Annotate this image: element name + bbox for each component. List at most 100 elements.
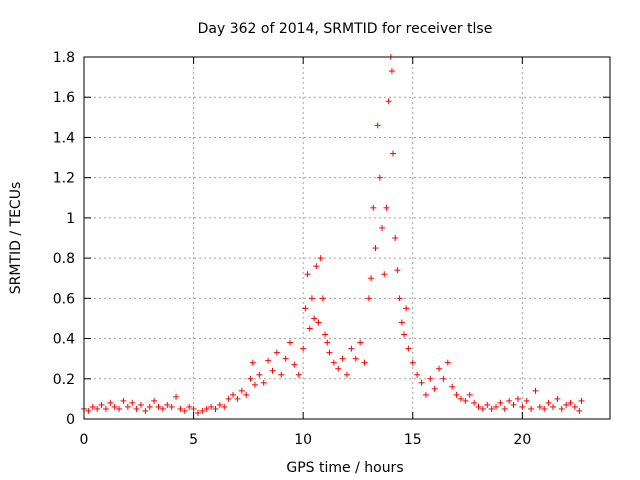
x-axis-ticks: 0 5 10 15 20 — [80, 57, 531, 448]
data-point — [506, 397, 513, 404]
data-point — [177, 405, 184, 412]
data-point — [361, 359, 368, 366]
data-point — [234, 395, 241, 402]
data-point — [357, 339, 364, 346]
y-tick-label: 0.8 — [53, 251, 75, 267]
y-tick-label: 1.8 — [53, 50, 75, 66]
x-axis-label: GPS time / hours — [286, 460, 403, 476]
data-point — [436, 365, 443, 372]
data-point — [243, 391, 250, 398]
data-point — [98, 401, 105, 408]
data-point — [89, 403, 96, 410]
data-point — [225, 395, 232, 402]
data-point — [440, 375, 447, 382]
data-point — [313, 263, 320, 270]
data-point — [194, 409, 201, 416]
data-point — [302, 305, 309, 312]
data-point — [381, 271, 388, 278]
data-point — [422, 391, 429, 398]
data-point — [260, 379, 267, 386]
data-point — [107, 399, 114, 406]
data-point — [142, 407, 149, 414]
data-point — [85, 407, 92, 414]
data-point — [567, 399, 574, 406]
data-point — [352, 355, 359, 362]
data-point — [306, 325, 313, 332]
data-point — [230, 391, 237, 398]
data-point — [374, 122, 381, 129]
data-point — [365, 295, 372, 302]
data-point — [251, 381, 258, 388]
data-point — [173, 393, 180, 400]
data-point — [501, 405, 508, 412]
data-point — [368, 275, 375, 282]
data-point — [282, 355, 289, 362]
data-point — [475, 403, 482, 410]
y-axis-ticks: 0 0.2 0.4 0.6 0.8 1 1.2 1.4 1.6 1.8 — [53, 50, 610, 428]
data-point — [370, 204, 377, 211]
data-point — [405, 345, 412, 352]
data-point — [146, 403, 153, 410]
data-point — [247, 375, 254, 382]
data-point — [541, 405, 548, 412]
data-point — [385, 98, 392, 105]
data-point — [311, 315, 318, 322]
data-point — [304, 271, 311, 278]
data-point — [418, 379, 425, 386]
y-tick-label: 0.6 — [53, 291, 75, 307]
data-point — [159, 405, 166, 412]
data-point — [571, 403, 578, 410]
chart-title: Day 362 of 2014, SRMTID for receiver tls… — [198, 21, 493, 37]
data-point — [155, 403, 162, 410]
data-point — [120, 397, 127, 404]
data-point — [457, 395, 464, 402]
data-point — [273, 349, 280, 356]
data-point — [554, 395, 561, 402]
data-point — [326, 349, 333, 356]
data-point — [376, 174, 383, 181]
data-point — [471, 399, 478, 406]
data-point — [208, 403, 215, 410]
y-tick-label: 0.2 — [53, 372, 75, 388]
data-point — [431, 385, 438, 392]
data-point — [137, 401, 144, 408]
data-point — [199, 407, 206, 414]
data-point — [396, 295, 403, 302]
data-point — [322, 331, 329, 338]
data-point — [379, 224, 386, 231]
data-point — [519, 403, 526, 410]
y-tick-label: 0.4 — [53, 332, 75, 348]
data-point — [528, 405, 535, 412]
data-points — [81, 54, 585, 416]
data-point — [186, 403, 193, 410]
data-point — [111, 403, 118, 410]
data-point — [133, 405, 140, 412]
data-point — [388, 68, 395, 75]
data-point — [427, 375, 434, 382]
data-point — [287, 339, 294, 346]
y-tick-label: 1.4 — [53, 130, 75, 146]
data-point — [315, 319, 322, 326]
data-point — [545, 399, 552, 406]
data-point — [523, 397, 530, 404]
data-point — [335, 365, 342, 372]
data-point — [308, 295, 315, 302]
data-point — [398, 319, 405, 326]
data-point — [550, 403, 557, 410]
data-point — [221, 403, 228, 410]
data-point — [164, 401, 171, 408]
data-point — [317, 255, 324, 262]
data-point — [497, 399, 504, 406]
y-tick-label: 1 — [66, 211, 75, 227]
data-point — [514, 395, 521, 402]
data-point — [181, 407, 188, 414]
data-point — [409, 359, 416, 366]
x-tick-label: 10 — [294, 432, 312, 448]
y-axis-label: SRMTID / TECUs — [8, 182, 24, 295]
data-point — [124, 403, 131, 410]
data-point — [383, 204, 390, 211]
data-point — [462, 397, 469, 404]
x-tick-label: 0 — [80, 432, 89, 448]
